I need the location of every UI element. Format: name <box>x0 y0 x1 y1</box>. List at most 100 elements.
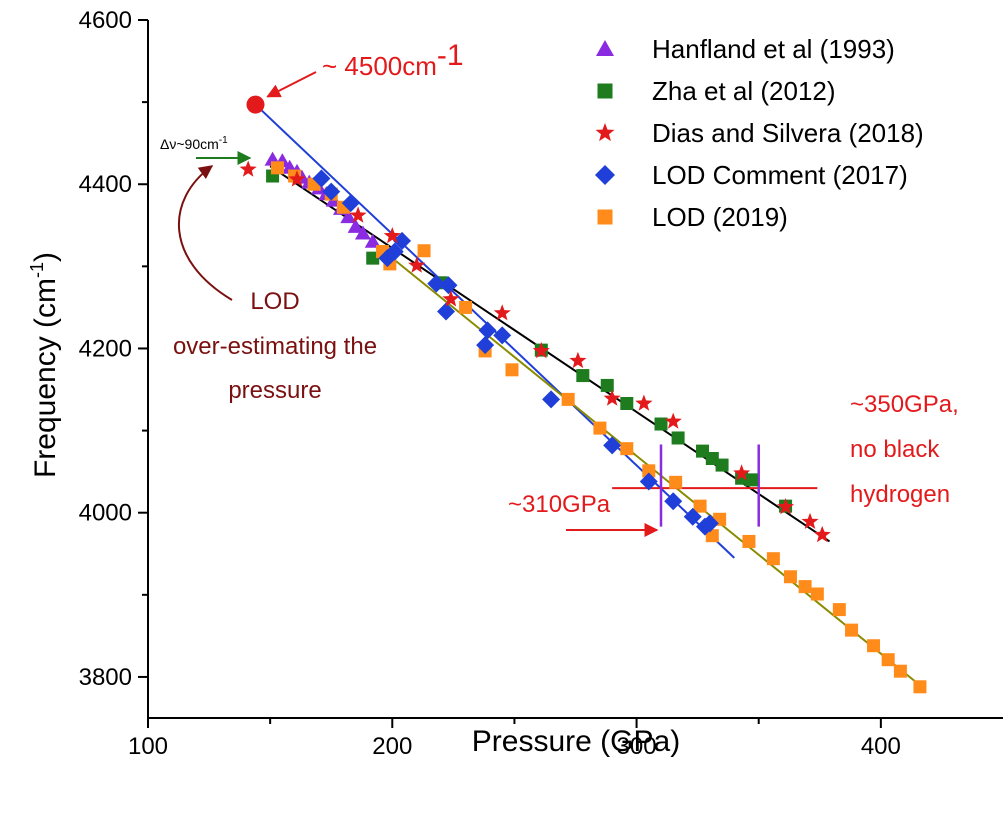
delta-annotation-sup: -1 <box>219 135 228 146</box>
data-point <box>639 472 658 491</box>
data-point <box>801 512 819 529</box>
data-point <box>777 498 795 515</box>
delta-annotation: Δν~90cm-1 <box>160 135 228 152</box>
data-point <box>322 182 341 201</box>
data-point <box>913 680 927 694</box>
data-point <box>270 161 284 175</box>
axes: 100 200 300 400 3800 4000 4200 4400 4600 <box>79 7 1003 760</box>
note-350gpa-line-3: hydrogen <box>850 481 950 508</box>
data-point <box>654 417 668 431</box>
x-tick-label: 100 <box>128 733 168 760</box>
data-point <box>813 525 831 543</box>
data-point <box>705 452 719 466</box>
legend-marker <box>596 40 614 56</box>
fit-line <box>391 257 926 691</box>
data-point <box>705 529 719 543</box>
data-point <box>417 244 431 258</box>
data-point <box>669 475 683 489</box>
y-tick-label: 4000 <box>79 500 132 527</box>
data-point <box>312 169 331 188</box>
data-point <box>664 492 683 511</box>
data-point <box>881 653 895 667</box>
data-point <box>437 302 456 321</box>
peak-annotation-main: ~ 4500cm <box>322 51 437 81</box>
data-point <box>893 664 907 678</box>
data-point <box>288 170 306 187</box>
legend-label: LOD Comment (2017) <box>652 160 908 190</box>
data-point <box>576 369 590 383</box>
legend-marker <box>597 209 613 225</box>
data-point <box>642 464 656 478</box>
annotation-lines <box>177 71 818 537</box>
legend-label: Dias and Silvera (2018) <box>652 118 924 148</box>
data-point <box>603 389 621 406</box>
data-point <box>354 225 371 240</box>
data-point <box>683 507 702 526</box>
data-point <box>664 412 682 429</box>
data-point <box>366 251 380 265</box>
data-point <box>493 326 512 345</box>
data-point <box>505 363 519 377</box>
note-350gpa-line-1: ~350GPa, <box>850 391 959 418</box>
legend-marker <box>597 83 613 99</box>
peak-point <box>246 95 265 114</box>
data-point <box>427 274 446 293</box>
data-point <box>439 276 458 295</box>
legend-marker <box>595 165 615 185</box>
data-point <box>715 458 729 472</box>
data-point <box>408 256 426 273</box>
data-point <box>364 233 381 248</box>
y-tick-label: 4600 <box>79 7 132 34</box>
data-point <box>347 218 364 233</box>
x-axis-label: Pressure (GPa) <box>472 725 680 758</box>
legend-label: Zha et al (2012) <box>652 76 836 106</box>
data-point <box>696 444 710 458</box>
data-point <box>493 304 511 321</box>
data-point <box>845 623 859 637</box>
data-point <box>542 390 561 409</box>
y-tick-label: 3800 <box>79 664 132 691</box>
fit-lines <box>254 103 926 691</box>
legend-label: LOD (2019) <box>652 202 788 232</box>
data-point <box>600 378 614 392</box>
data-point <box>810 587 824 601</box>
legend-marker <box>595 123 615 142</box>
legend: Hanfland et al (1993) Zha et al (2012) Dia… <box>595 34 924 232</box>
x-tick-label: 300 <box>617 733 657 760</box>
lod-curved-arrow <box>177 165 233 301</box>
data-point <box>476 336 495 355</box>
data-point <box>620 396 634 410</box>
data-point <box>700 514 719 533</box>
data-point <box>239 160 257 177</box>
y-axis-label-end: ) <box>29 252 62 262</box>
peak-annotation-sup: -1 <box>437 39 464 72</box>
x-tick-label: 200 <box>372 733 412 760</box>
note-350gpa-line-2: no black <box>850 436 940 463</box>
data-points <box>239 95 927 694</box>
delta-annotation-main: Δν~90cm <box>160 136 219 152</box>
data-point <box>733 464 751 481</box>
data-point <box>349 206 367 223</box>
data-point <box>693 499 707 513</box>
data-point <box>459 300 473 314</box>
data-point <box>671 431 685 445</box>
data-point <box>832 603 846 617</box>
lod-note-line-3: pressure <box>228 377 321 404</box>
y-axis-label: Frequency (cm-1) <box>27 252 62 478</box>
data-point <box>532 341 550 359</box>
data-point <box>744 473 758 487</box>
data-point <box>341 194 360 213</box>
lod-note-line-1: LOD <box>250 288 299 315</box>
svg-text:Frequency (cm-1): Frequency (cm-1) <box>27 252 62 478</box>
data-point <box>766 552 780 566</box>
y-axis-label-sup: -1 <box>27 262 47 278</box>
peak-annotation: ~ 4500cm-1 <box>322 39 464 81</box>
legend-label: Hanfland et al (1993) <box>652 34 895 64</box>
data-point <box>635 394 653 411</box>
data-point <box>340 209 357 224</box>
y-axis-label-main: Frequency (cm <box>29 278 62 478</box>
data-point <box>742 534 756 548</box>
lod-note-line-2: over-estimating the <box>173 333 377 360</box>
peak-arrow <box>266 71 317 98</box>
